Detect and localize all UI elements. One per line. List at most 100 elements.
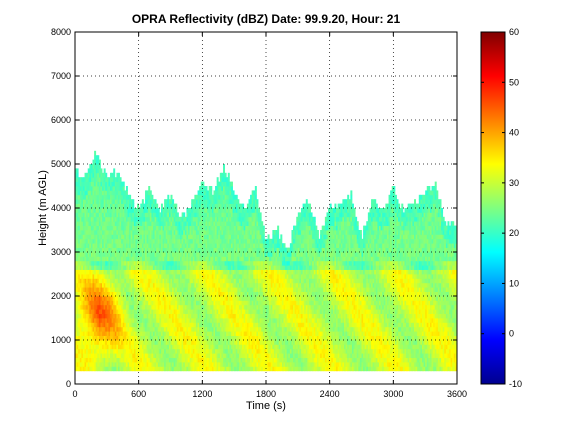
reflectivity-cell [211, 203, 214, 209]
reflectivity-cell [125, 256, 128, 262]
reflectivity-cell [140, 300, 143, 306]
reflectivity-cell [224, 221, 227, 226]
reflectivity-cell [227, 304, 230, 310]
reflectivity-cell [92, 168, 95, 174]
reflectivity-cell [172, 216, 175, 222]
reflectivity-cell [173, 238, 176, 244]
reflectivity-cell [152, 265, 155, 270]
reflectivity-cell [156, 278, 159, 284]
reflectivity-cell [229, 252, 232, 257]
reflectivity-cell [189, 243, 192, 248]
reflectivity-cell [173, 260, 176, 266]
reflectivity-cell [79, 296, 82, 301]
reflectivity-cell [84, 269, 87, 275]
reflectivity-cell [165, 238, 168, 244]
reflectivity-cell [205, 287, 208, 292]
reflectivity-cell [129, 340, 132, 345]
reflectivity-cell [219, 260, 222, 266]
reflectivity-cell [207, 190, 210, 196]
reflectivity-cell [90, 238, 93, 244]
reflectivity-cell [223, 181, 226, 187]
reflectivity-cell [202, 208, 205, 213]
reflectivity-cell [157, 225, 160, 231]
reflectivity-cell [81, 238, 84, 244]
reflectivity-cell [261, 230, 264, 235]
reflectivity-cell [229, 212, 232, 218]
reflectivity-cell [151, 296, 154, 301]
reflectivity-cell [124, 190, 127, 196]
reflectivity-cell [108, 269, 111, 275]
reflectivity-cell [183, 331, 186, 336]
reflectivity-cell [90, 296, 93, 301]
reflectivity-cell [238, 362, 241, 367]
reflectivity-cell [78, 243, 81, 248]
reflectivity-cell [81, 362, 84, 367]
reflectivity-cell [149, 252, 152, 257]
reflectivity-cell [175, 274, 178, 279]
reflectivity-cell [210, 296, 213, 301]
reflectivity-cell [94, 335, 97, 341]
reflectivity-cell [224, 265, 227, 270]
reflectivity-cell [229, 309, 232, 314]
reflectivity-cell [90, 344, 93, 350]
reflectivity-cell [87, 190, 90, 196]
reflectivity-cell [230, 181, 233, 187]
reflectivity-cell [248, 326, 251, 332]
reflectivity-cell [242, 353, 245, 358]
reflectivity-cell [178, 318, 181, 323]
reflectivity-cell [232, 348, 235, 354]
reflectivity-cell [125, 322, 128, 328]
reflectivity-cell [87, 199, 90, 204]
reflectivity-cell [114, 252, 117, 257]
reflectivity-cell [98, 274, 101, 279]
reflectivity-cell [207, 194, 210, 200]
reflectivity-cell [157, 221, 160, 226]
reflectivity-cell [202, 282, 205, 288]
reflectivity-cell [97, 269, 100, 275]
reflectivity-cell [175, 366, 178, 372]
reflectivity-cell [137, 256, 140, 262]
reflectivity-cell [205, 252, 208, 257]
reflectivity-cell [156, 318, 159, 323]
reflectivity-cell [191, 309, 194, 314]
reflectivity-cell [218, 252, 221, 257]
reflectivity-cell [138, 234, 141, 240]
reflectivity-cell [75, 186, 77, 191]
reflectivity-cell [143, 243, 146, 248]
reflectivity-cell [164, 348, 167, 354]
reflectivity-cell [122, 216, 125, 222]
reflectivity-cell [258, 212, 261, 218]
reflectivity-cell [117, 309, 120, 314]
reflectivity-cell [140, 322, 143, 328]
reflectivity-cell [165, 344, 168, 350]
reflectivity-cell [137, 269, 140, 275]
reflectivity-cell [125, 362, 128, 367]
reflectivity-cell [181, 313, 184, 319]
reflectivity-cell [208, 212, 211, 218]
reflectivity-cell [84, 335, 87, 341]
reflectivity-cell [143, 256, 146, 262]
reflectivity-cell [210, 238, 213, 244]
reflectivity-cell [82, 282, 85, 288]
reflectivity-cell [133, 304, 136, 310]
reflectivity-cell [151, 247, 154, 253]
reflectivity-cell [213, 212, 216, 218]
reflectivity-cell [79, 304, 82, 310]
reflectivity-cell [92, 274, 95, 279]
reflectivity-cell [76, 168, 79, 174]
reflectivity-cell [259, 322, 262, 328]
reflectivity-cell [75, 331, 77, 336]
reflectivity-cell [146, 243, 149, 248]
reflectivity-cell [242, 230, 245, 235]
reflectivity-cell [221, 186, 224, 191]
reflectivity-cell [232, 357, 235, 363]
reflectivity-cell [122, 366, 125, 372]
reflectivity-cell [251, 247, 254, 253]
reflectivity-cell [172, 287, 175, 292]
reflectivity-cell [267, 340, 270, 345]
reflectivity-cell [132, 309, 135, 314]
reflectivity-cell [143, 208, 146, 213]
reflectivity-cell [79, 362, 82, 367]
reflectivity-cell [159, 318, 162, 323]
reflectivity-cell [254, 260, 257, 266]
